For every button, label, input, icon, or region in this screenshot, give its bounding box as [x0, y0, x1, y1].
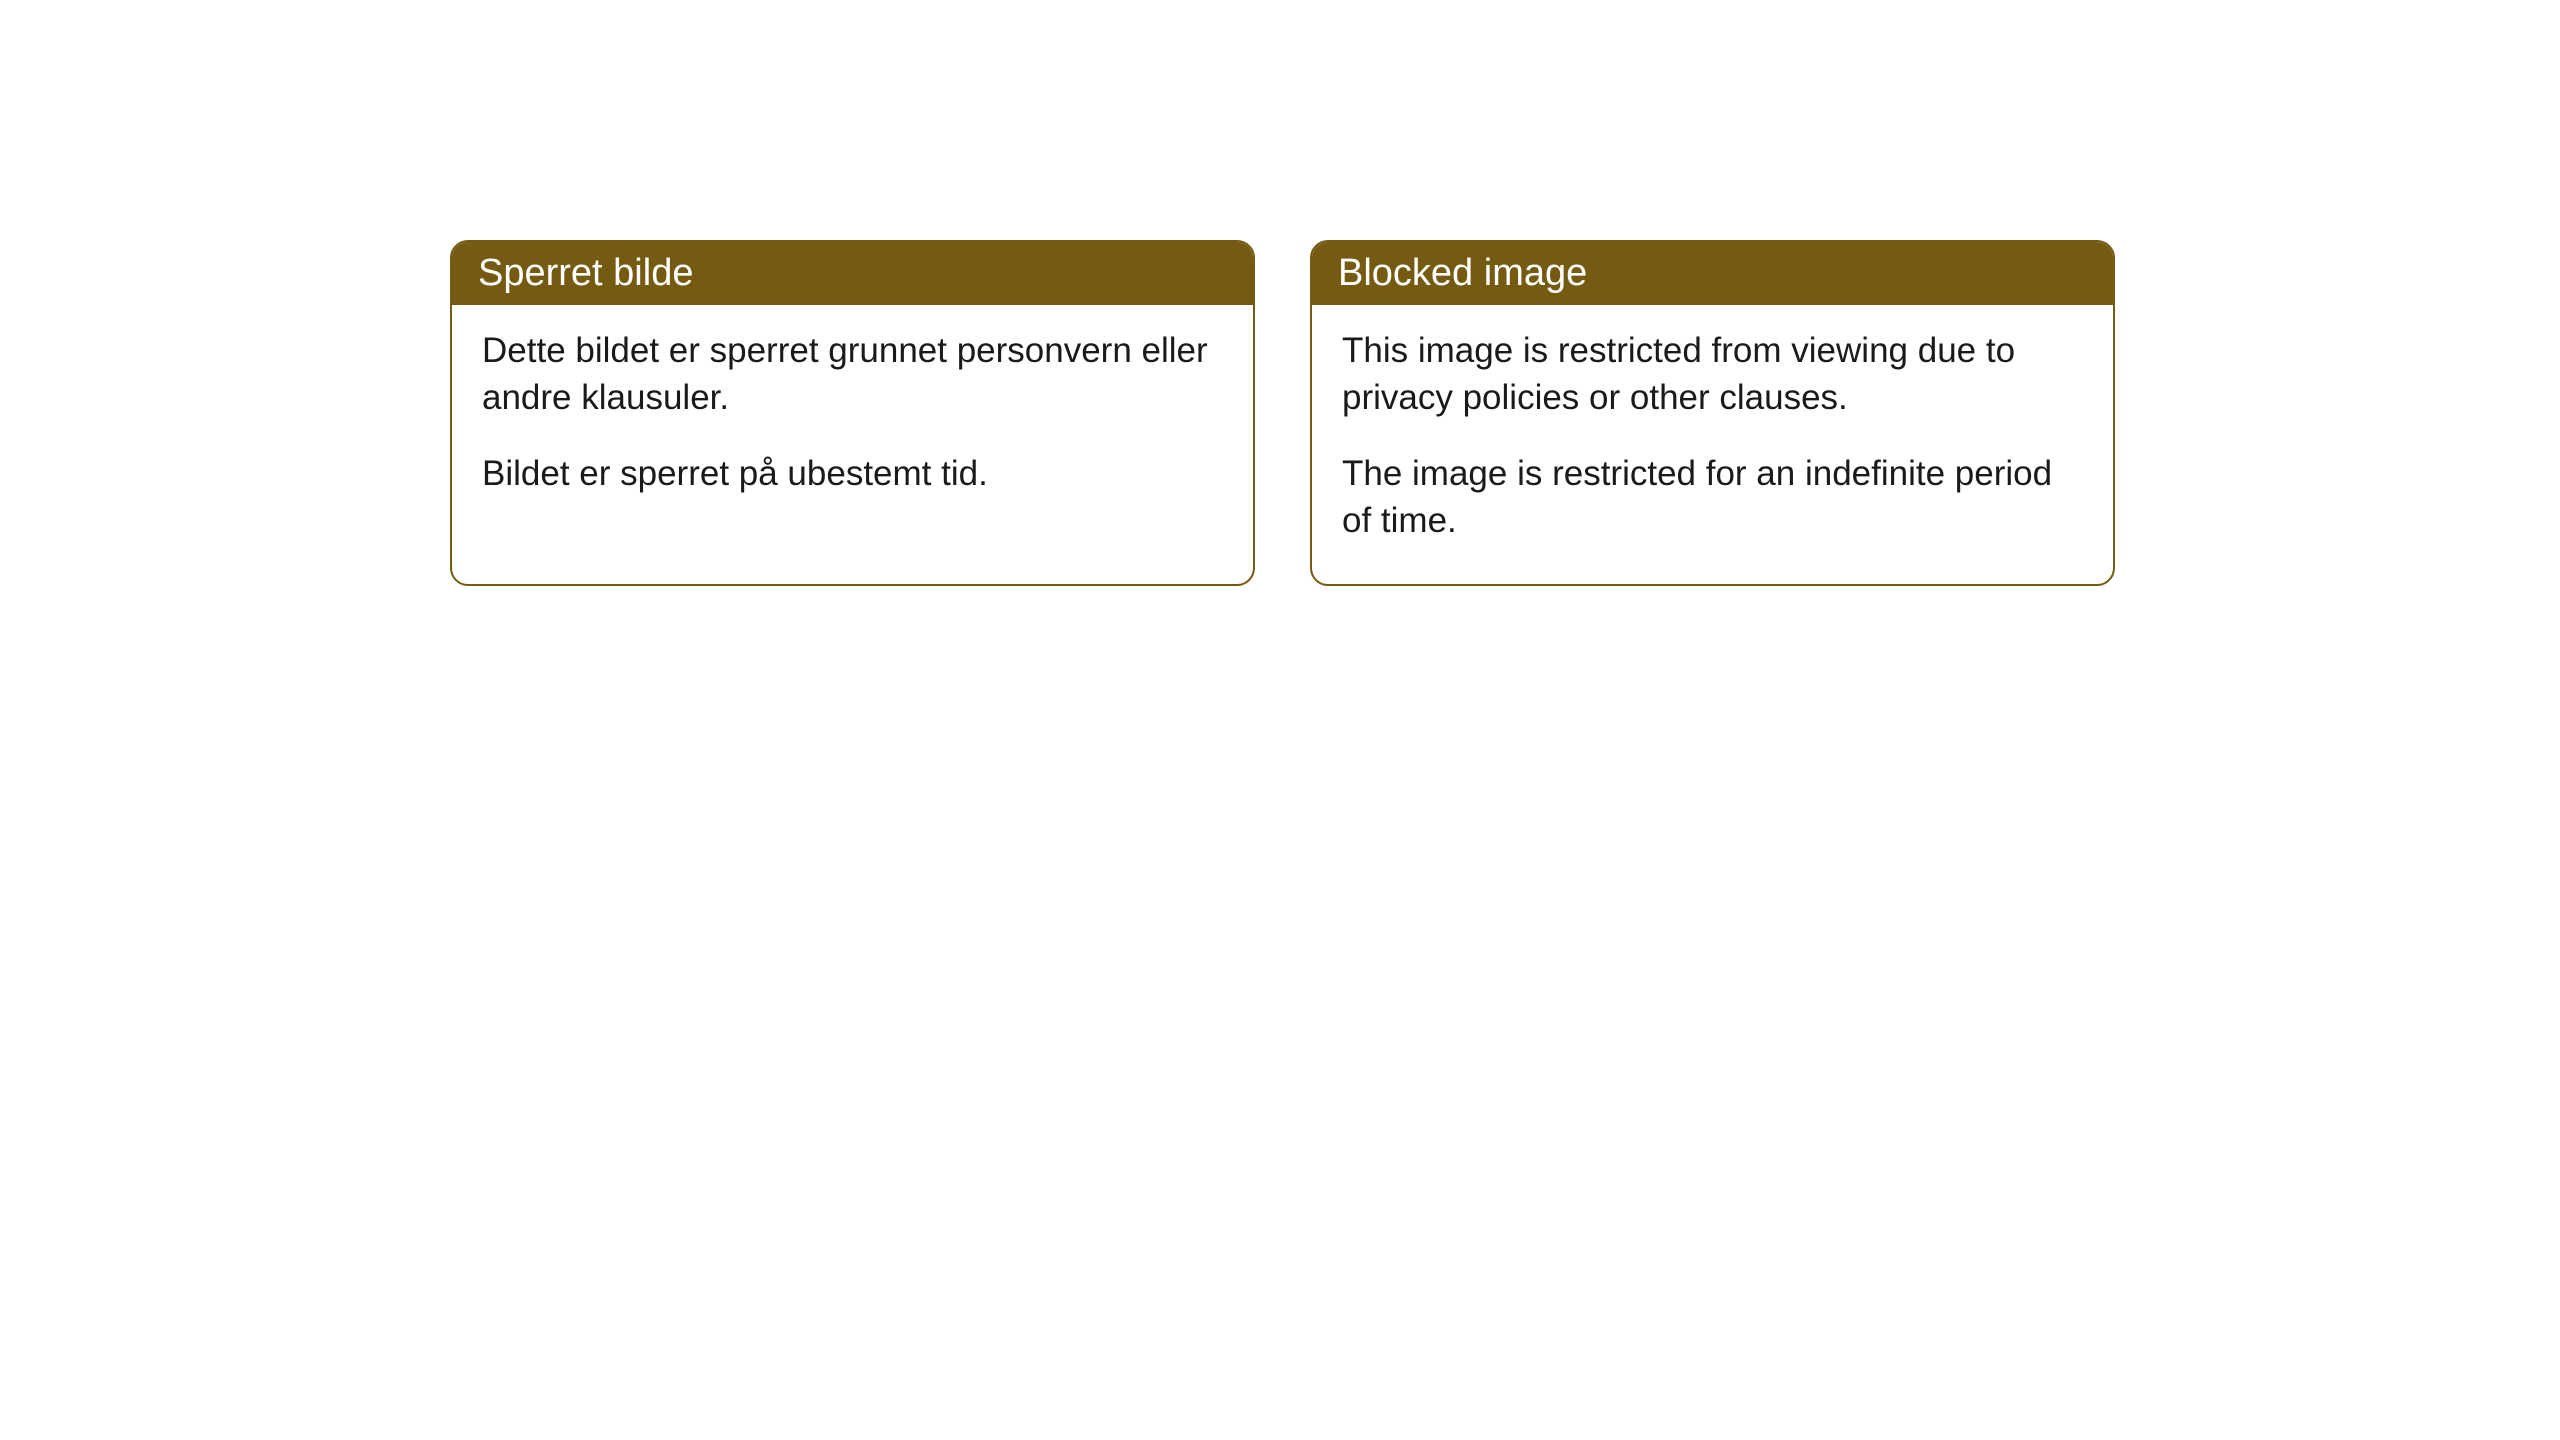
card-paragraph: Bildet er sperret på ubestemt tid.	[482, 450, 1223, 497]
card-header: Sperret bilde	[452, 242, 1253, 305]
card-title: Sperret bilde	[478, 252, 693, 294]
card-paragraph: This image is restricted from viewing du…	[1342, 327, 2083, 422]
card-title: Blocked image	[1338, 252, 1587, 294]
notice-card-norwegian: Sperret bilde Dette bildet er sperret gr…	[450, 240, 1255, 586]
card-paragraph: Dette bildet er sperret grunnet personve…	[482, 327, 1223, 422]
card-header: Blocked image	[1312, 242, 2113, 305]
notice-card-english: Blocked image This image is restricted f…	[1310, 240, 2115, 586]
card-body: This image is restricted from viewing du…	[1312, 305, 2113, 584]
card-paragraph: The image is restricted for an indefinit…	[1342, 450, 2083, 545]
card-body: Dette bildet er sperret grunnet personve…	[452, 305, 1253, 537]
notice-cards-container: Sperret bilde Dette bildet er sperret gr…	[450, 240, 2115, 586]
